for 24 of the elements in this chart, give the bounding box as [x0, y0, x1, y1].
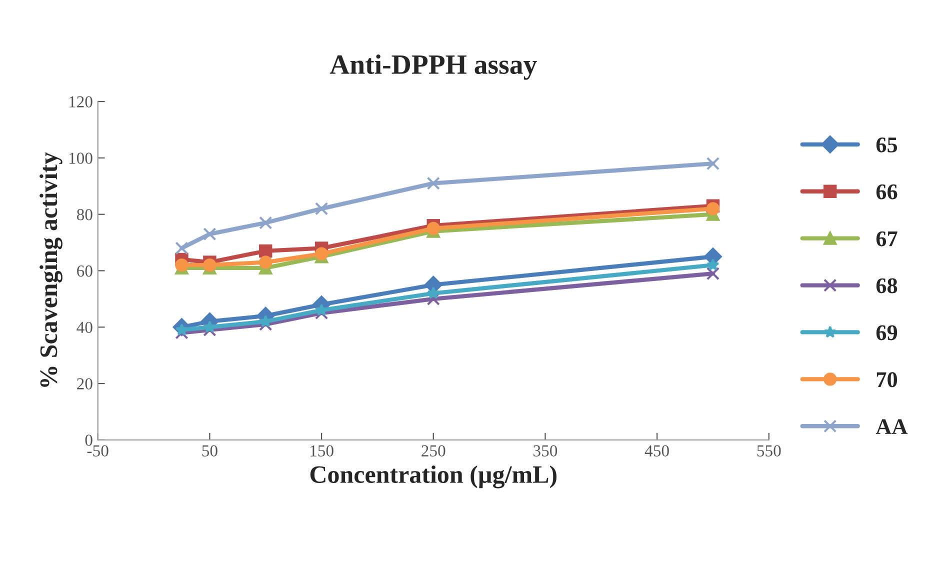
legend-label: 65	[876, 137, 898, 152]
x-tick-label: 50	[202, 445, 218, 457]
y-tick-label: 80	[76, 209, 92, 220]
x-tick-label: 250	[422, 445, 446, 457]
y-tick-label: 20	[77, 378, 92, 390]
legend-label: 70	[876, 372, 898, 388]
y-tick-label: 40	[76, 322, 92, 334]
x-tick-label: 150	[310, 445, 334, 457]
y-axis-title: % Scavenging activity	[40, 152, 62, 387]
legend-label: 69	[876, 325, 898, 340]
x-tick-label: 550	[757, 445, 781, 457]
y-tick-label: 0	[85, 434, 92, 446]
x-tick-label: -50	[87, 445, 108, 457]
legend-label: 66	[876, 184, 898, 200]
x-tick-label: 450	[644, 445, 669, 457]
y-tick-label: 120	[69, 96, 92, 108]
legend-label: AA	[876, 419, 908, 434]
chart-title: Anti-DPPH assay	[330, 54, 537, 80]
x-axis-title: Concentration (µg/mL)	[310, 465, 556, 488]
x-tick-label: 350	[534, 445, 558, 457]
legend-label: 67	[876, 231, 898, 246]
legend-label: 68	[876, 278, 898, 294]
y-tick-label: 60	[77, 265, 92, 277]
y-tick-label: 100	[69, 152, 92, 164]
